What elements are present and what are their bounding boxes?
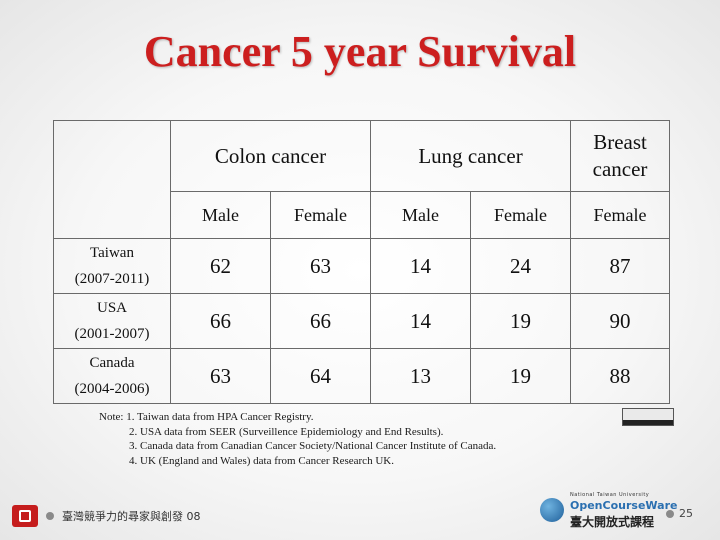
table-row: Taiwan (2007-2011) 62 63 14 24 87 [53,238,671,294]
table-row: Canada (2004-2006) 63 64 13 19 88 [53,348,671,404]
row-years: (2001-2007) [74,326,150,342]
table-cell: 88 [570,348,671,404]
table-cell: 24 [469,238,572,294]
table-cell: 87 [570,238,671,294]
subheader-breast-female: Female [570,191,671,239]
row-country: Canada [89,355,135,371]
header-lung-cancer: Lung cancer [369,120,572,192]
row-country: USA [96,300,127,316]
footer-course: 臺灣競爭力的尋家與創發 08 [12,505,201,527]
table-cell: 62 [170,238,271,294]
table-cell: 66 [170,293,271,349]
table-cell: 63 [170,348,271,404]
header-breast-cancer: Breast cancer [570,120,671,192]
header-colon-cancer: Colon cancer [170,120,371,192]
row-label-usa: USA (2001-2007) [53,293,171,349]
ocw-university-name: National Taiwan University [570,492,650,498]
table-cell: 13 [370,348,471,404]
table-cell: 90 [570,293,671,349]
subheader-lung-female: Female [469,191,572,239]
creative-commons-icon [622,408,674,426]
note-line: 3. Canada data from Canadian Cancer Soci… [129,440,497,452]
bullet-icon [666,509,674,518]
table-cell: 64 [270,348,371,404]
row-country: Taiwan [90,245,134,261]
globe-icon [540,498,564,522]
row-label-taiwan: Taiwan (2007-2011) [53,238,171,294]
row-label-canada: Canada (2004-2006) [53,348,171,404]
bullet-icon [46,512,54,520]
survival-table: Colon cancer Lung cancer Breast cancer M… [53,120,671,404]
footer-course-title: 臺灣競爭力的尋家與創發 08 [62,510,201,523]
table-row: USA (2001-2007) 66 66 14 19 90 [53,293,671,349]
ocw-brand: OpenCourseWare [570,499,678,512]
table-cell: 14 [370,293,471,349]
note-line: Note: 1. Taiwan data from HPA Cancer Reg… [99,411,314,423]
row-years: (2007-2011) [74,271,150,287]
note-line: 2. USA data from SEER (Surveillence Epid… [129,425,444,438]
table-cell: 19 [469,293,572,349]
ntu-ocw-logo: National Taiwan University OpenCourseWar… [540,492,677,529]
table-cell: 63 [270,238,371,294]
table-cell: 66 [270,293,371,349]
table-cell: 14 [370,238,471,294]
page-number: 25 [666,507,693,520]
table-cell: 19 [469,348,572,404]
source-notes: Note: 1. Taiwan data from HPA Cancer Reg… [99,410,496,468]
page-number-text: 25 [679,507,693,520]
table-corner-cell [53,120,171,239]
ocw-chinese-name: 臺大開放式課程 [570,515,655,529]
slide-title: Cancer 5 year Survival [143,27,577,76]
course-logo-icon [12,505,38,527]
subheader-lung-male: Male [370,191,471,239]
subheader-colon-male: Male [170,191,271,239]
subheader-colon-female: Female [270,191,371,239]
note-line: 4. UK (England and Wales) data from Canc… [129,454,394,467]
row-years: (2004-2006) [74,381,150,397]
